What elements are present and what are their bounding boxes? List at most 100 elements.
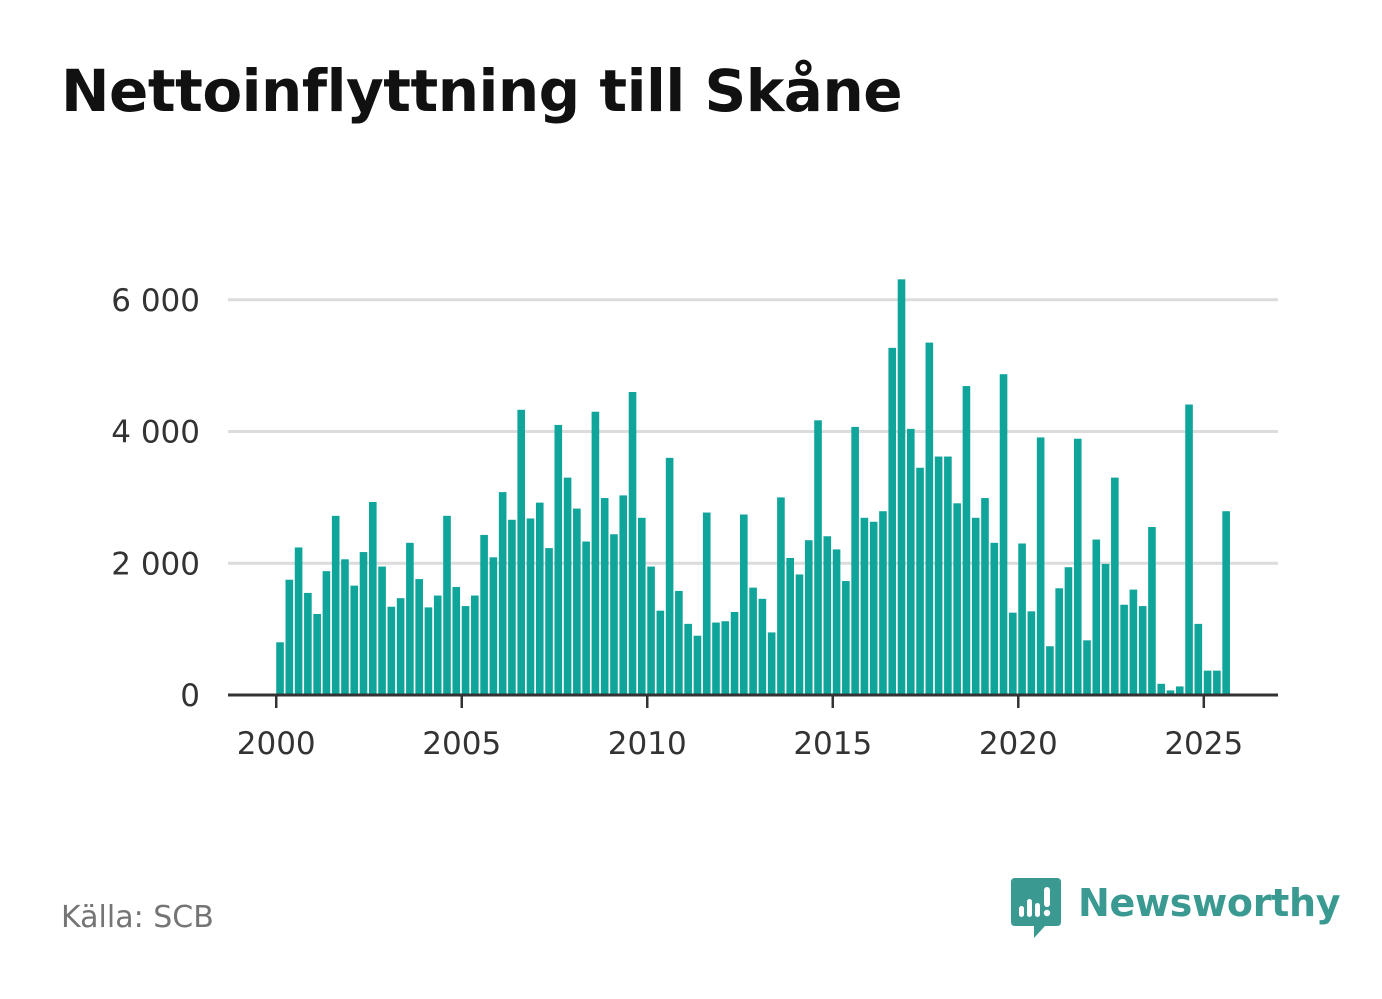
bar xyxy=(313,613,321,695)
bar xyxy=(1120,604,1128,695)
axes xyxy=(228,693,1278,708)
bar xyxy=(860,517,869,695)
bar xyxy=(712,622,720,695)
bar xyxy=(331,515,340,695)
chart-title: Nettoinflyttning till Skåne xyxy=(61,57,903,125)
y-tick-label: 2 000 xyxy=(111,546,200,582)
bar xyxy=(1175,686,1184,695)
bar xyxy=(1203,670,1212,695)
bar xyxy=(684,623,692,695)
bar xyxy=(999,374,1008,695)
bar xyxy=(786,557,794,695)
x-tick-label: 2010 xyxy=(608,726,687,762)
bar xyxy=(573,508,581,695)
bar xyxy=(665,457,674,695)
y-tick-label: 0 xyxy=(180,678,200,714)
bar xyxy=(341,559,349,695)
bar xyxy=(378,566,386,695)
bar xyxy=(554,424,563,695)
bar xyxy=(721,621,730,695)
bar xyxy=(842,581,850,695)
bar xyxy=(1166,690,1175,695)
bar xyxy=(1092,539,1101,695)
bar xyxy=(535,502,544,695)
bar xyxy=(1055,588,1063,695)
bar xyxy=(832,549,841,695)
gridlines xyxy=(228,298,1278,565)
source-note: Källa: SCB xyxy=(61,900,214,935)
bar xyxy=(517,409,526,695)
bar xyxy=(814,420,822,695)
bar xyxy=(489,557,498,695)
bar xyxy=(1073,438,1082,695)
bar xyxy=(322,571,331,695)
bar xyxy=(675,590,683,695)
bar xyxy=(1009,612,1017,695)
bar xyxy=(461,606,470,695)
bar xyxy=(304,592,312,695)
bar xyxy=(879,511,887,695)
bar xyxy=(415,579,423,695)
bar xyxy=(1148,527,1156,695)
x-tick-label: 2005 xyxy=(422,726,501,762)
brand-name: Newsworthy xyxy=(1078,881,1341,925)
bar xyxy=(294,547,303,695)
bar xyxy=(869,521,878,695)
bar xyxy=(962,386,971,695)
bar xyxy=(406,542,414,695)
newsworthy-logo[interactable]: Newsworthy xyxy=(1011,878,1341,940)
bar xyxy=(888,347,897,695)
bar xyxy=(906,428,915,695)
bar xyxy=(276,642,284,695)
bar xyxy=(526,518,535,695)
bars xyxy=(276,279,1230,695)
x-tick-label: 2025 xyxy=(1164,726,1243,762)
bar xyxy=(1036,437,1045,695)
bar xyxy=(1138,606,1147,695)
bar xyxy=(396,598,405,695)
bar xyxy=(1083,640,1091,695)
bar xyxy=(823,536,832,695)
bar xyxy=(563,477,572,695)
bar xyxy=(981,498,989,695)
bar xyxy=(990,542,999,695)
bar xyxy=(740,514,748,695)
bar xyxy=(702,512,711,695)
bar xyxy=(600,498,609,695)
bar xyxy=(971,517,980,695)
bar xyxy=(619,495,628,695)
bar xyxy=(851,426,859,695)
bar xyxy=(925,342,934,695)
bar xyxy=(545,548,553,695)
bar xyxy=(480,534,488,695)
bar xyxy=(285,579,294,695)
bar xyxy=(1018,543,1026,695)
bar xyxy=(1185,404,1193,695)
bar xyxy=(897,279,906,695)
bar xyxy=(1157,683,1166,695)
bar xyxy=(647,566,655,695)
bar xyxy=(758,598,767,695)
x-tick-label: 2015 xyxy=(793,726,872,762)
y-tick-label: 4 000 xyxy=(111,415,200,451)
bar xyxy=(749,587,757,695)
y-tick-label: 6 000 xyxy=(111,283,200,319)
bar xyxy=(795,574,804,695)
newsworthy-logo-icon xyxy=(1011,878,1061,938)
bar xyxy=(953,503,961,695)
bar xyxy=(368,501,377,695)
bar xyxy=(471,595,479,695)
bar xyxy=(1129,589,1138,695)
bar xyxy=(591,411,600,695)
bar xyxy=(767,632,776,695)
x-tick-label: 2000 xyxy=(237,726,316,762)
bar xyxy=(628,391,637,695)
bar xyxy=(777,497,785,695)
bar xyxy=(1027,611,1036,695)
bar xyxy=(1111,477,1119,695)
bar xyxy=(582,541,590,695)
bar xyxy=(656,610,665,695)
bar xyxy=(452,586,461,695)
bar xyxy=(1046,646,1054,695)
